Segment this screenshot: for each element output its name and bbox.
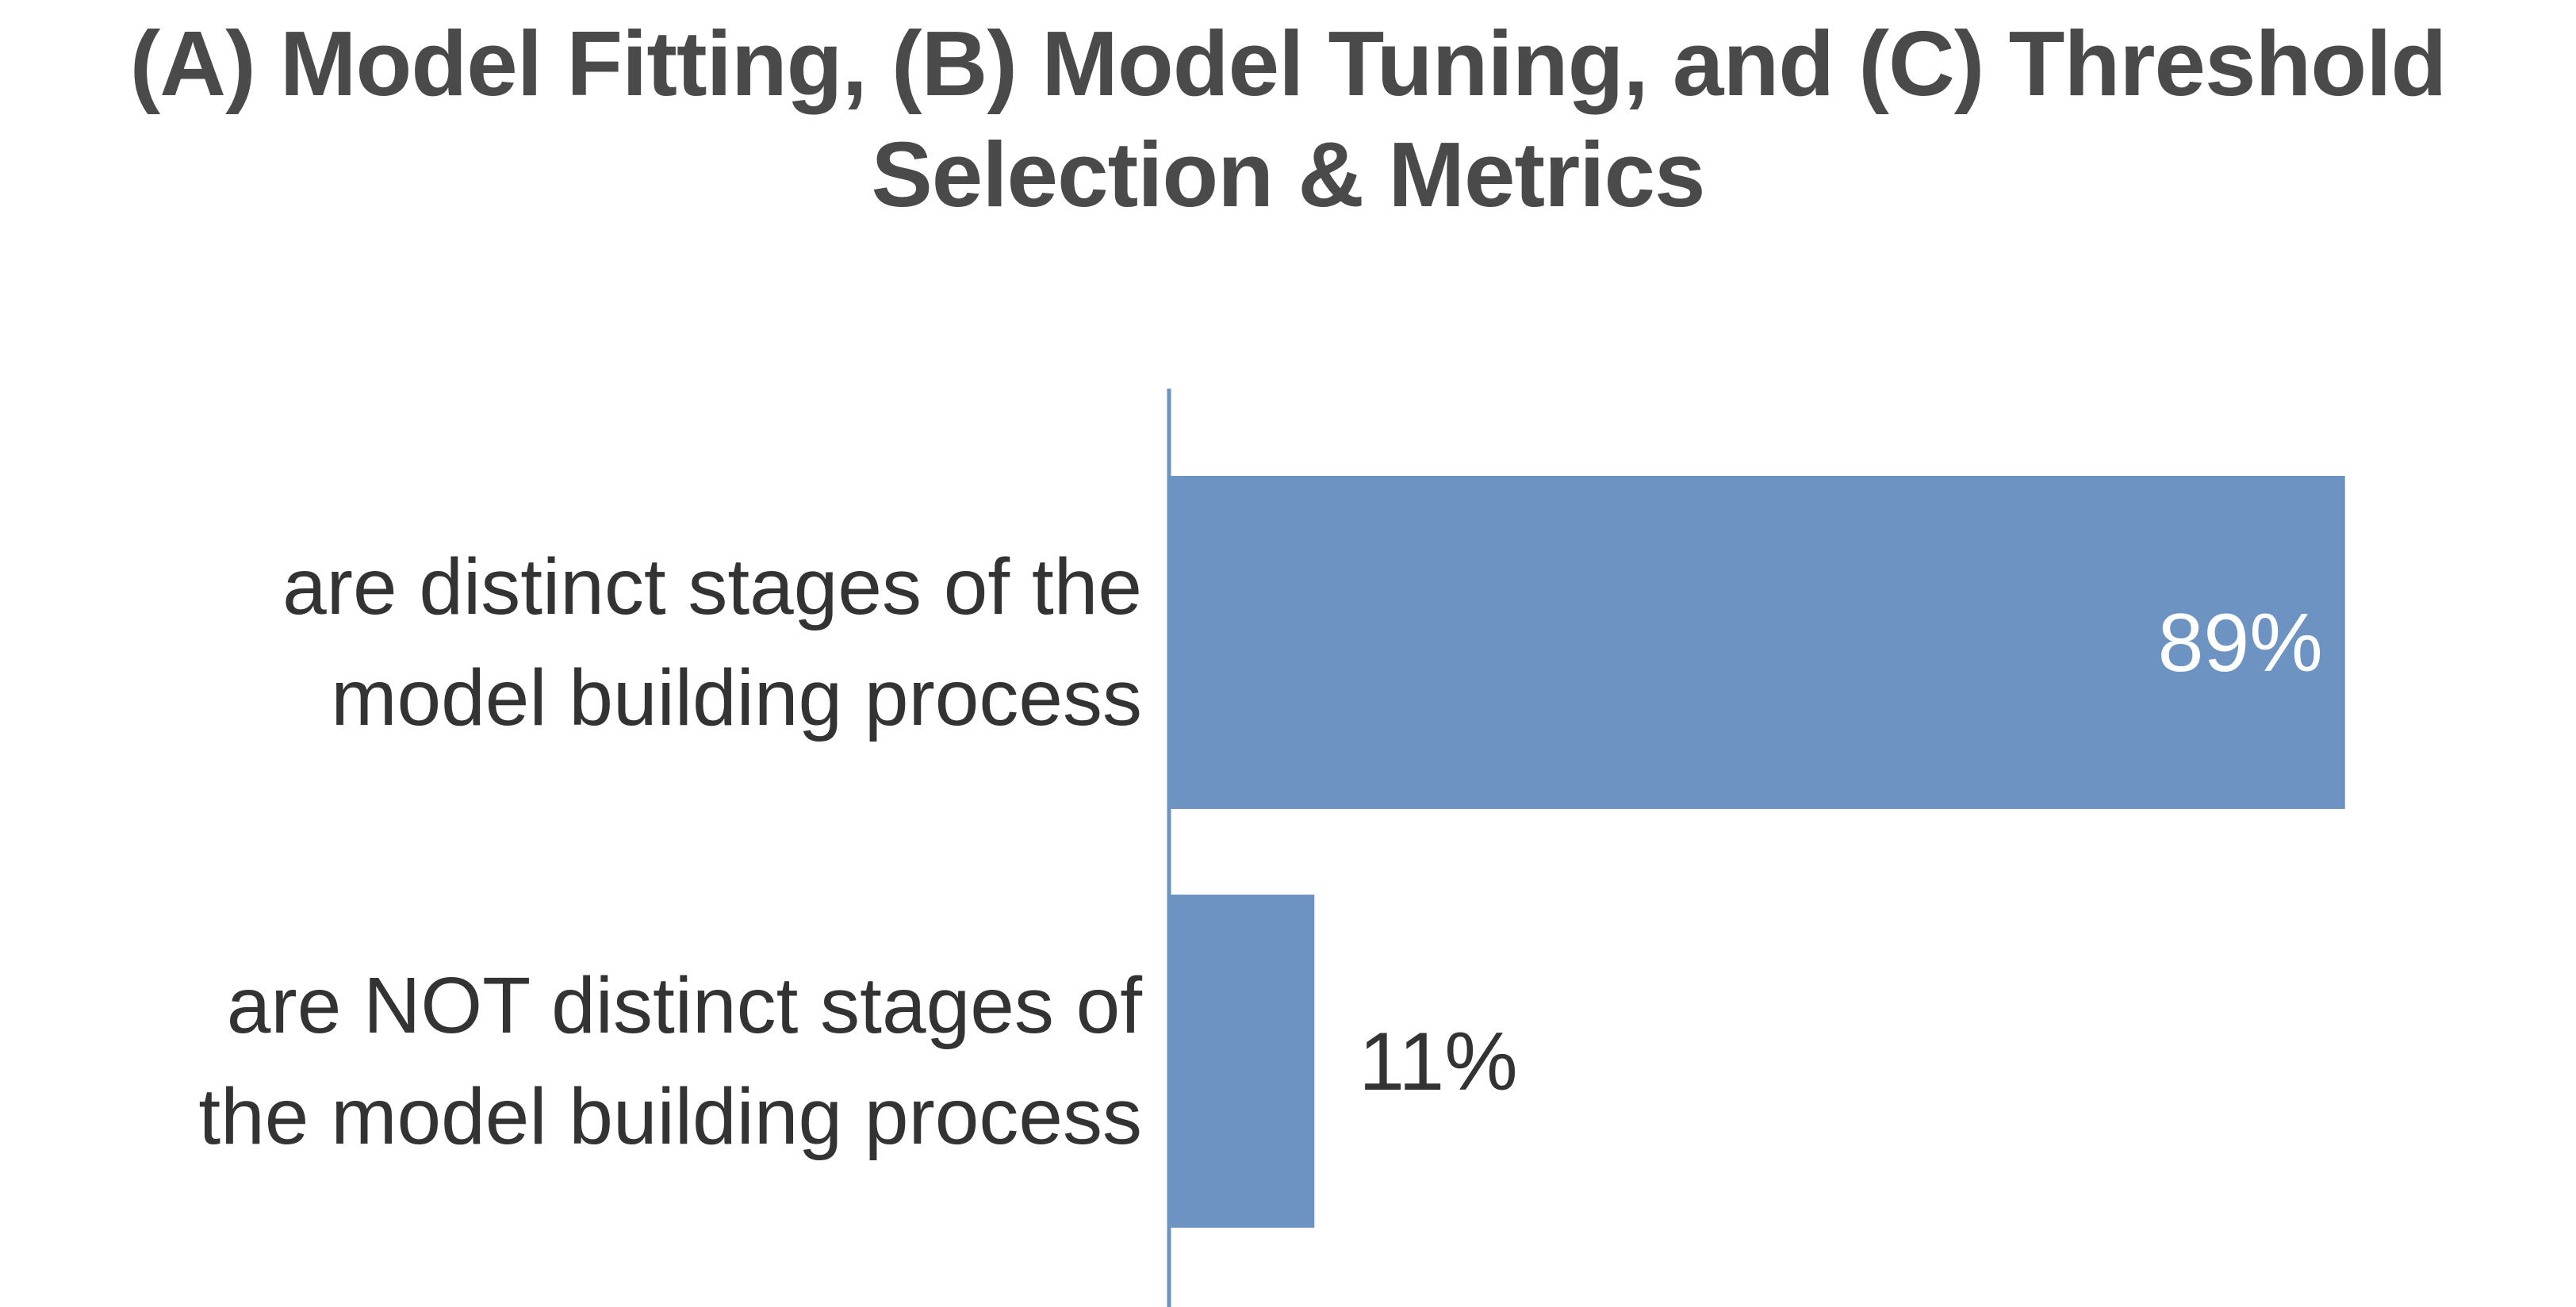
chart-title: (A) Model Fitting, (B) Model Tuning, and… [0, 8, 2576, 230]
category-label-1-line-1: the model building process [198, 1072, 1142, 1161]
category-label-0: are distinct stages of the model building… [282, 542, 1142, 742]
bar-0 [1169, 476, 2345, 809]
chart-title-line-2: Selection & Metrics [871, 123, 1705, 226]
data-label-1: 11% [1359, 1016, 1517, 1108]
category-label-0-line-1: model building process [331, 654, 1142, 742]
bar-1 [1169, 895, 1315, 1228]
category-label-1-line-0: are NOT distinct stages of [227, 961, 1142, 1050]
labels-layer: 89% are distinct stages of the model build… [198, 542, 2322, 1161]
category-label-0-line-0: are distinct stages of the [282, 542, 1142, 631]
data-label-0: 89% [2158, 597, 2323, 689]
bars-layer [1169, 476, 2345, 1228]
chart-title-line-1: (A) Model Fitting, (B) Model Tuning, and… [129, 12, 2448, 115]
category-label-1: are NOT distinct stages of the model buil… [198, 961, 1142, 1161]
